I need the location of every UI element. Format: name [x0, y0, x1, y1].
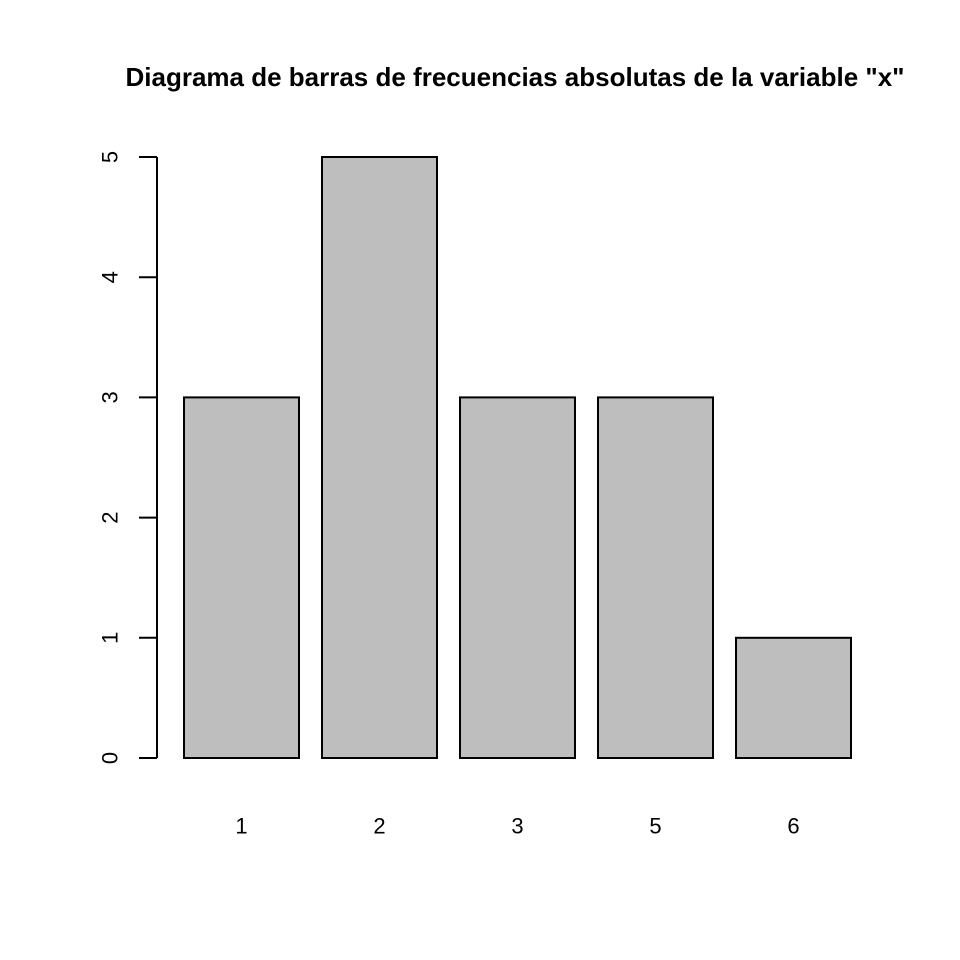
y-axis: 0 1 2 3 4 5 — [98, 151, 158, 764]
chart-title: Diagrama de barras de frecuencias absolu… — [125, 62, 905, 92]
x-tick-label: 1 — [235, 814, 247, 839]
bar — [735, 636, 852, 759]
bar — [597, 396, 714, 759]
y-tick-label: 1 — [98, 632, 123, 644]
y-tick-label: 3 — [98, 391, 123, 403]
x-axis-labels: 1 2 3 5 6 — [235, 814, 799, 839]
x-tick-label: 2 — [373, 814, 385, 839]
y-tick-label: 4 — [98, 271, 123, 283]
x-tick-label: 3 — [511, 814, 523, 839]
bar — [459, 396, 576, 759]
bar — [183, 396, 300, 759]
bar — [321, 156, 438, 759]
bars — [183, 156, 852, 759]
y-tick-label: 5 — [98, 151, 123, 163]
x-tick-label: 6 — [787, 814, 799, 839]
y-tick-label: 2 — [98, 511, 123, 523]
x-tick-label: 5 — [649, 814, 661, 839]
y-tick-label: 0 — [98, 752, 123, 764]
